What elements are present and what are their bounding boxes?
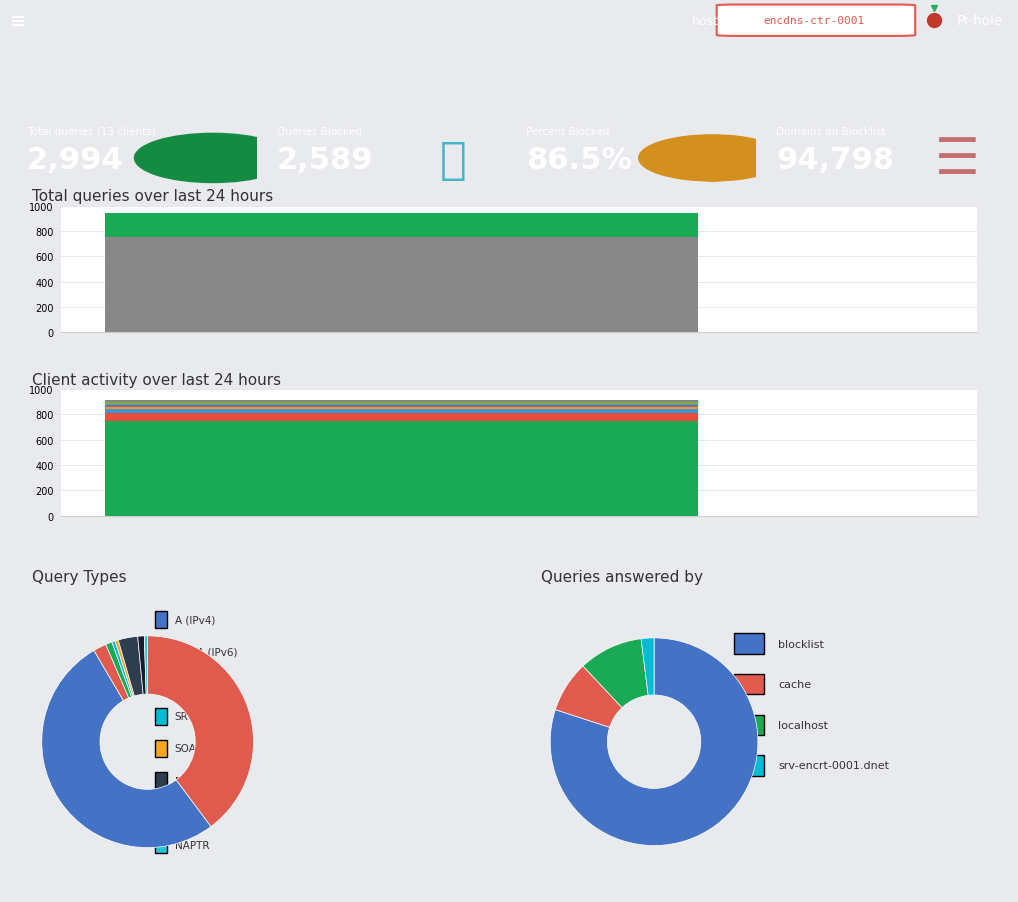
Bar: [105, 404, 698, 406]
Wedge shape: [583, 639, 648, 708]
Wedge shape: [42, 650, 211, 848]
Text: ≡: ≡: [10, 12, 26, 31]
FancyBboxPatch shape: [155, 837, 167, 853]
Wedge shape: [641, 639, 655, 695]
Wedge shape: [550, 639, 757, 845]
FancyBboxPatch shape: [734, 714, 764, 735]
Text: hostname:: hostname:: [692, 14, 758, 28]
FancyBboxPatch shape: [155, 676, 167, 693]
Text: SRV: SRV: [174, 712, 194, 722]
Text: ◕: ◕: [689, 134, 735, 186]
Text: SOA: SOA: [174, 743, 196, 754]
Circle shape: [134, 134, 291, 183]
Text: Domains on Blocklist: Domains on Blocklist: [776, 126, 886, 136]
Wedge shape: [94, 645, 129, 701]
Wedge shape: [638, 136, 786, 181]
Wedge shape: [115, 640, 134, 696]
Wedge shape: [148, 636, 253, 826]
Text: Total queries over last 24 hours: Total queries over last 24 hours: [33, 189, 274, 204]
Text: encdns-ctr-0001: encdns-ctr-0001: [764, 16, 865, 26]
Bar: [105, 414, 698, 421]
FancyBboxPatch shape: [155, 644, 167, 660]
Text: 2,994: 2,994: [26, 146, 123, 175]
Text: Query Types: Query Types: [32, 569, 126, 584]
Text: A (IPv4): A (IPv4): [174, 615, 215, 625]
Text: ☰: ☰: [935, 136, 979, 184]
Text: Percent Blocked: Percent Blocked: [526, 126, 610, 136]
FancyBboxPatch shape: [155, 612, 167, 629]
Text: Queries answered by: Queries answered by: [541, 569, 702, 584]
Text: localhost: localhost: [778, 720, 828, 730]
Text: srv-encrt-0001.dnet: srv-encrt-0001.dnet: [778, 760, 889, 770]
Bar: [105, 406, 698, 408]
Text: 🌐: 🌐: [202, 140, 224, 178]
Wedge shape: [112, 641, 133, 697]
Text: cache: cache: [778, 679, 811, 689]
Text: ✋: ✋: [440, 139, 466, 182]
Text: PTR: PTR: [174, 776, 194, 786]
FancyBboxPatch shape: [155, 772, 167, 789]
Bar: [105, 421, 698, 516]
Bar: [105, 238, 698, 333]
Bar: [105, 214, 698, 238]
Text: Client activity over last 24 hours: Client activity over last 24 hours: [33, 373, 281, 387]
Wedge shape: [555, 667, 622, 728]
FancyBboxPatch shape: [155, 805, 167, 822]
FancyBboxPatch shape: [734, 633, 764, 654]
Text: AAAA (IPv6): AAAA (IPv6): [174, 648, 237, 658]
Bar: [105, 410, 698, 414]
FancyBboxPatch shape: [734, 674, 764, 695]
FancyBboxPatch shape: [734, 755, 764, 776]
Wedge shape: [118, 637, 144, 696]
Text: ANY: ANY: [174, 679, 195, 689]
Text: TXT: TXT: [174, 808, 194, 818]
Text: Pi-hole: Pi-hole: [957, 14, 1004, 28]
Text: 2,589: 2,589: [277, 146, 374, 175]
Wedge shape: [137, 636, 147, 695]
Text: 86.5%: 86.5%: [526, 146, 632, 175]
Text: blocklist: blocklist: [778, 639, 824, 649]
Wedge shape: [145, 636, 148, 695]
FancyBboxPatch shape: [717, 5, 915, 37]
Wedge shape: [106, 642, 131, 698]
Bar: [105, 408, 698, 410]
FancyBboxPatch shape: [155, 708, 167, 725]
Text: Total queries (13 clients): Total queries (13 clients): [26, 126, 156, 136]
Text: NAPTR: NAPTR: [174, 840, 209, 850]
Text: 94,798: 94,798: [776, 146, 894, 175]
Text: Queries Blocked: Queries Blocked: [277, 126, 361, 136]
FancyBboxPatch shape: [155, 741, 167, 757]
Bar: [105, 403, 698, 404]
